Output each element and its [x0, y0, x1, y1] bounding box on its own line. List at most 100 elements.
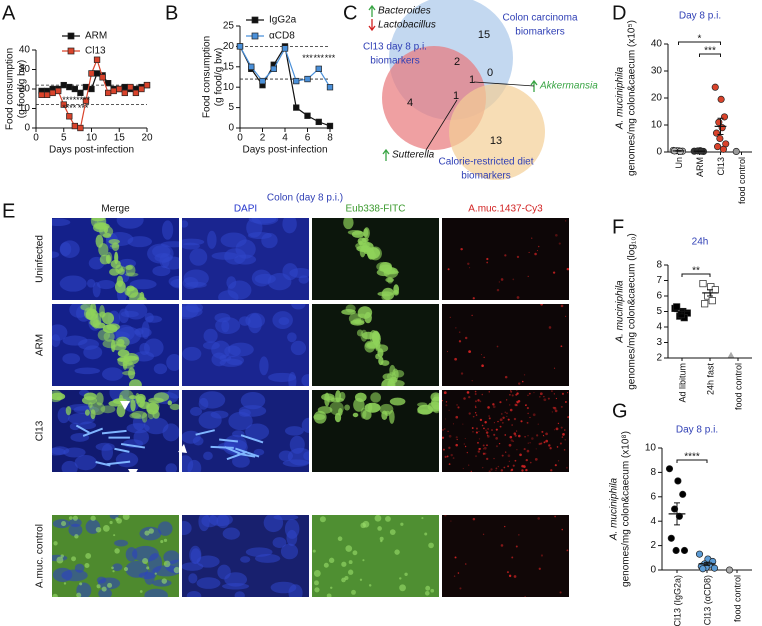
marker: [304, 75, 311, 83]
cy3-signal: [472, 517, 476, 521]
bacteria-signal: [102, 524, 110, 532]
significance: ****: [684, 452, 700, 463]
y-tick-label: 3: [656, 337, 662, 348]
error-bar: [704, 561, 710, 566]
nuclei-blob: [62, 353, 81, 365]
venn-count: 0: [487, 67, 493, 79]
cy3-signal: [553, 367, 556, 369]
y-tick-label: 0: [650, 565, 656, 576]
y-tick-label: 8: [656, 260, 662, 271]
cy3-signal: [475, 455, 478, 458]
bacteria-signal: [314, 580, 319, 586]
cy3-signal: [456, 438, 458, 441]
y-tick-label: 30: [19, 64, 31, 75]
cy3-signal: [448, 409, 450, 411]
venn-set-label: Calorie-restricted diet: [438, 157, 533, 168]
marker: [127, 83, 134, 91]
bacteria-signal: [312, 549, 316, 553]
nuclei-blob: [96, 279, 116, 290]
cy3-signal: [539, 396, 541, 398]
bacteria-signal: [348, 569, 354, 575]
cy3-signal: [556, 446, 559, 448]
bacteria-signal: [352, 550, 358, 556]
nuclei-blob: [253, 448, 265, 456]
cy3-signal: [508, 574, 512, 578]
micrograph: [182, 515, 309, 597]
nuclei-blob: [189, 248, 208, 266]
cy3-signal: [484, 452, 487, 455]
nuclei-blob: [226, 355, 244, 366]
cy3-signal: [535, 448, 537, 450]
cy3-signal: [507, 465, 510, 468]
cy3-signal: [534, 457, 538, 461]
micrograph-background: [442, 515, 569, 597]
row-label: ARM: [35, 334, 46, 356]
cy3-signal: [509, 435, 513, 439]
bacteria-signal: [125, 272, 139, 277]
cy3-signal: [477, 399, 480, 402]
cy3-signal: [493, 457, 495, 460]
marker: [49, 89, 56, 97]
cy3-signal: [550, 469, 553, 472]
marker: [77, 124, 84, 132]
cy3-signal: [527, 275, 529, 278]
bacteria-signal: [146, 402, 159, 415]
bacteria-signal: [399, 584, 406, 592]
cy3-signal: [462, 467, 464, 470]
marker: [720, 113, 729, 121]
bacteria-signal: [428, 542, 434, 549]
cy3-signal: [450, 453, 453, 457]
y-tick-label: 10: [651, 120, 663, 131]
bacteria-signal: [161, 578, 168, 584]
x-axis-label: Days post-infection: [49, 145, 134, 156]
y-tick-label: 4: [656, 322, 662, 333]
cy3-signal: [495, 469, 497, 472]
significance: ****: [62, 95, 77, 105]
significance: ****: [76, 95, 91, 105]
bacteria-signal: [363, 227, 370, 239]
bacteria-signal: [85, 553, 92, 559]
cy3-signal: [565, 220, 567, 222]
taxon-label: Bacteroides: [378, 6, 431, 17]
bacteria-signal: [338, 407, 343, 416]
row-label: Uninfected: [35, 235, 46, 283]
nuclei-blob: [74, 454, 97, 471]
bacteria-signal: [400, 522, 404, 526]
cy3-signal: [524, 595, 527, 597]
marker: [732, 147, 740, 156]
bacteria-signal: [328, 557, 335, 564]
x-tick-label: ARM: [695, 157, 705, 177]
y-axis-label: (g food/g bw): [17, 60, 28, 118]
bacteria-signal: [76, 592, 82, 597]
bacteria-signal: [96, 584, 101, 589]
cy3-signal: [488, 470, 491, 472]
significance: ***: [313, 53, 324, 63]
nuclei-blob: [272, 311, 293, 330]
bacteria-signal: [84, 562, 90, 568]
cy3-signal: [491, 429, 493, 431]
cy3-signal: [547, 397, 550, 400]
cy3-signal: [479, 418, 483, 422]
panel-letter: A: [2, 2, 16, 24]
bacteria-signal: [370, 392, 382, 403]
tissue-fold: [101, 429, 127, 435]
marker: [66, 83, 73, 91]
cy3-signal: [516, 255, 520, 259]
bacteria-signal: [117, 349, 130, 358]
cy3-signal: [464, 563, 467, 565]
y-tick-label: 40: [19, 45, 31, 56]
cy3-signal: [495, 437, 498, 440]
cy3-signal: [528, 392, 531, 395]
nuclei-blob: [222, 527, 240, 540]
cy3-signal: [536, 434, 539, 437]
bacteria-signal: [115, 517, 119, 521]
cy3-signal: [557, 460, 560, 462]
marker: [77, 89, 84, 97]
nuclei-blob: [114, 539, 129, 547]
cy3-signal: [481, 424, 484, 427]
cy3-signal: [488, 415, 491, 418]
cy3-signal: [460, 372, 464, 375]
nuclei-blob: [168, 275, 179, 288]
micrograph: [182, 304, 309, 386]
bacteria-signal: [116, 275, 124, 288]
